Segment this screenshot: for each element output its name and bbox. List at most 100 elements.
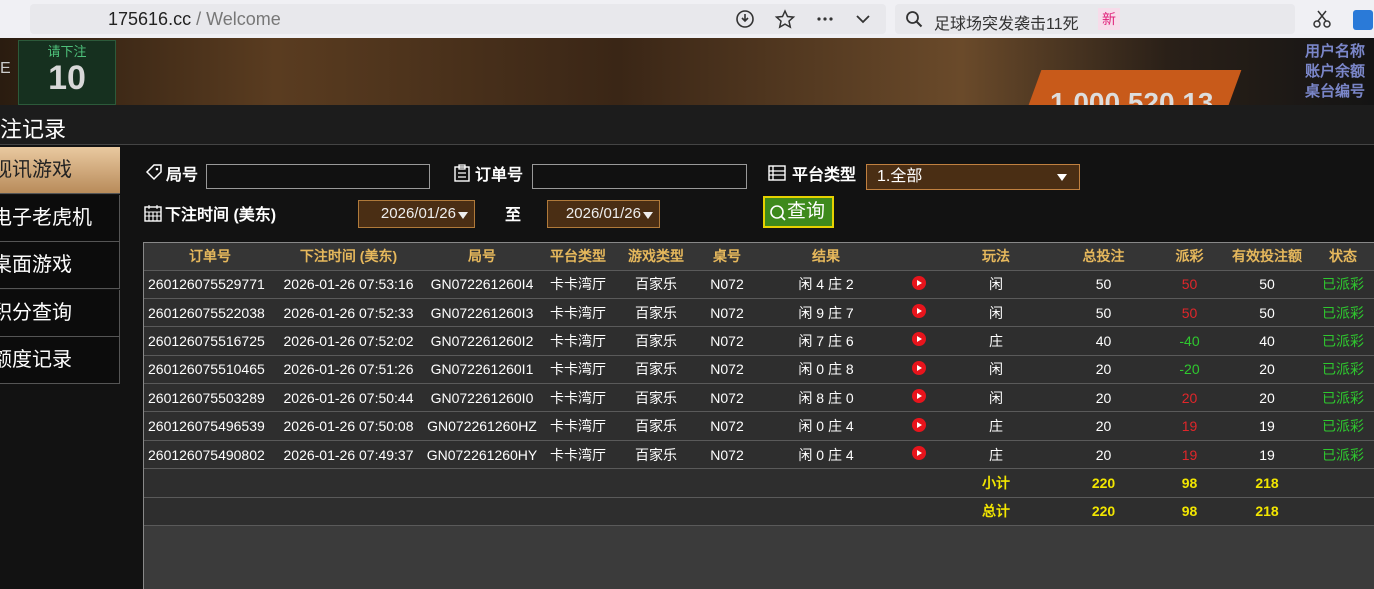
calendar-icon: [144, 205, 162, 222]
cell: 260126075529771: [144, 270, 276, 299]
cell: 20: [1051, 355, 1156, 385]
play-icon[interactable]: [912, 389, 926, 404]
browser-toolbar: 175616.cc / Welcome 足球场突发袭击11死 新: [0, 0, 1374, 38]
url: 175616.cc / Welcome: [108, 9, 281, 30]
url-path: / Welcome: [196, 9, 281, 29]
cell: 2026-01-26 07:50:44: [276, 383, 421, 413]
column-header: 下注时间 (美东): [276, 243, 421, 271]
record-row: 260126075510465 2026-01-26 07:51:26 GN0722…: [144, 355, 1374, 385]
column-header: 局号: [421, 243, 543, 271]
cell: GN072261260HZ: [421, 411, 543, 441]
platform-select[interactable]: 1.全部: [866, 164, 1080, 190]
cell: GN072261260HY: [421, 440, 543, 470]
total-value: 218: [1223, 468, 1311, 498]
cell: N072: [699, 355, 755, 385]
tag-icon: [145, 164, 162, 181]
cell: 260126075510465: [144, 355, 276, 385]
address-actions: [736, 9, 870, 29]
spacer-cell: [1311, 497, 1374, 527]
total-value: 220: [1051, 497, 1156, 527]
play-icon[interactable]: [912, 360, 926, 375]
total-value: 220: [1051, 468, 1156, 498]
cell: 已派彩: [1311, 440, 1374, 470]
spacer-cell: [144, 497, 941, 527]
play-icon[interactable]: [912, 332, 926, 347]
record-row: 260126075516725 2026-01-26 07:52:02 GN0722…: [144, 326, 1374, 356]
cell: 50: [1051, 270, 1156, 299]
cell: 已派彩: [1311, 411, 1374, 441]
date-from[interactable]: 2026/01/26: [358, 200, 475, 228]
cell: 260126075522038: [144, 298, 276, 328]
cell: GN072261260I1: [421, 355, 543, 385]
cell: N072: [699, 326, 755, 356]
column-header: 游戏类型: [613, 243, 699, 271]
cell: 闲: [941, 270, 1051, 299]
cell: 20: [1051, 411, 1156, 441]
sidebar-text: 额度记录: [0, 349, 72, 371]
total-value: 218: [1223, 497, 1311, 527]
cell: 50: [1051, 298, 1156, 328]
play-icon[interactable]: [912, 275, 926, 290]
sidebar-item[interactable]: 桌面游戏: [0, 242, 120, 289]
cell: N072: [699, 440, 755, 470]
column-header: 玩法: [941, 243, 1051, 271]
cell: 庄: [941, 440, 1051, 470]
user-label: 用户名称: [1305, 43, 1366, 60]
column-header: 有效投注额: [1223, 243, 1311, 271]
cell: 庄: [941, 326, 1051, 356]
cell: 2026-01-26 07:50:08: [276, 411, 421, 441]
cell: 2026-01-26 07:52:33: [276, 298, 421, 328]
search-badge: 新: [1098, 8, 1120, 30]
clipboard-icon: [454, 164, 470, 182]
column-header: 结果: [755, 243, 897, 271]
cell: 50: [1156, 270, 1223, 299]
cell: 百家乐: [613, 298, 699, 328]
play-icon[interactable]: [912, 446, 926, 461]
query-text: 查询: [787, 201, 826, 222]
title-bar: 投注记录: [0, 105, 1374, 145]
record-row: 260126075522038 2026-01-26 07:52:33 GN0722…: [144, 298, 1374, 328]
play-icon[interactable]: [912, 417, 926, 432]
cell: 百家乐: [613, 411, 699, 441]
cell: 闲 9 庄 7: [755, 298, 897, 328]
cell: 50: [1223, 298, 1311, 328]
platform-label: 平台类型: [792, 167, 857, 184]
page-title: 投注记录: [0, 117, 67, 142]
cell: 19: [1156, 411, 1223, 441]
spacer-cell: [144, 468, 941, 498]
cell: 卡卡湾厅: [543, 440, 613, 470]
sidebar-item[interactable]: 额度记录: [0, 337, 120, 384]
round-input[interactable]: [206, 164, 430, 189]
cell: 19: [1223, 411, 1311, 441]
column-header: 状态: [1311, 243, 1374, 271]
record-row: 260126075496539 2026-01-26 07:50:08 GN0722…: [144, 411, 1374, 441]
cell: N072: [699, 411, 755, 441]
header-row: 订单号 下注时间 (美东) 局号 平台类型 游戏类型 桌号 结果 玩法 总投注 派彩 有效投注额 状态: [144, 243, 1374, 271]
date-from-value: 2026/01/26: [380, 205, 456, 222]
column-header: 平台类型: [543, 243, 613, 271]
record-row: 260126075529771 2026-01-26 07:53:16 GN0722…: [144, 270, 1374, 299]
cell: -20: [1156, 355, 1223, 385]
cell: 闲 7 庄 6: [755, 326, 897, 356]
date-to[interactable]: 2026/01/26: [547, 200, 660, 228]
cell: 50: [1156, 298, 1223, 328]
sidebar-item[interactable]: 积分查询: [0, 289, 120, 337]
query-button[interactable]: 查询: [763, 196, 834, 228]
sidebar-item[interactable]: 电子老虎机: [0, 194, 120, 242]
order-input[interactable]: [532, 164, 747, 189]
column-header: 派彩: [1156, 243, 1223, 271]
search-box[interactable]: [895, 4, 1295, 34]
play-icon[interactable]: [912, 304, 926, 319]
total-row: 小计 220 98 218: [144, 468, 1374, 498]
cell: 卡卡湾厅: [543, 355, 613, 385]
cell: 闲 0 庄 4: [755, 440, 897, 470]
column-header: 订单号: [144, 243, 276, 271]
cell: 卡卡湾厅: [543, 326, 613, 356]
cell: 40: [1223, 326, 1311, 356]
url-host: 175616.cc: [108, 9, 192, 29]
cell: 庄: [941, 411, 1051, 441]
cell: 已派彩: [1311, 298, 1374, 328]
sidebar-item[interactable]: 视讯游戏: [0, 147, 120, 194]
cell: 2026-01-26 07:53:16: [276, 270, 421, 299]
